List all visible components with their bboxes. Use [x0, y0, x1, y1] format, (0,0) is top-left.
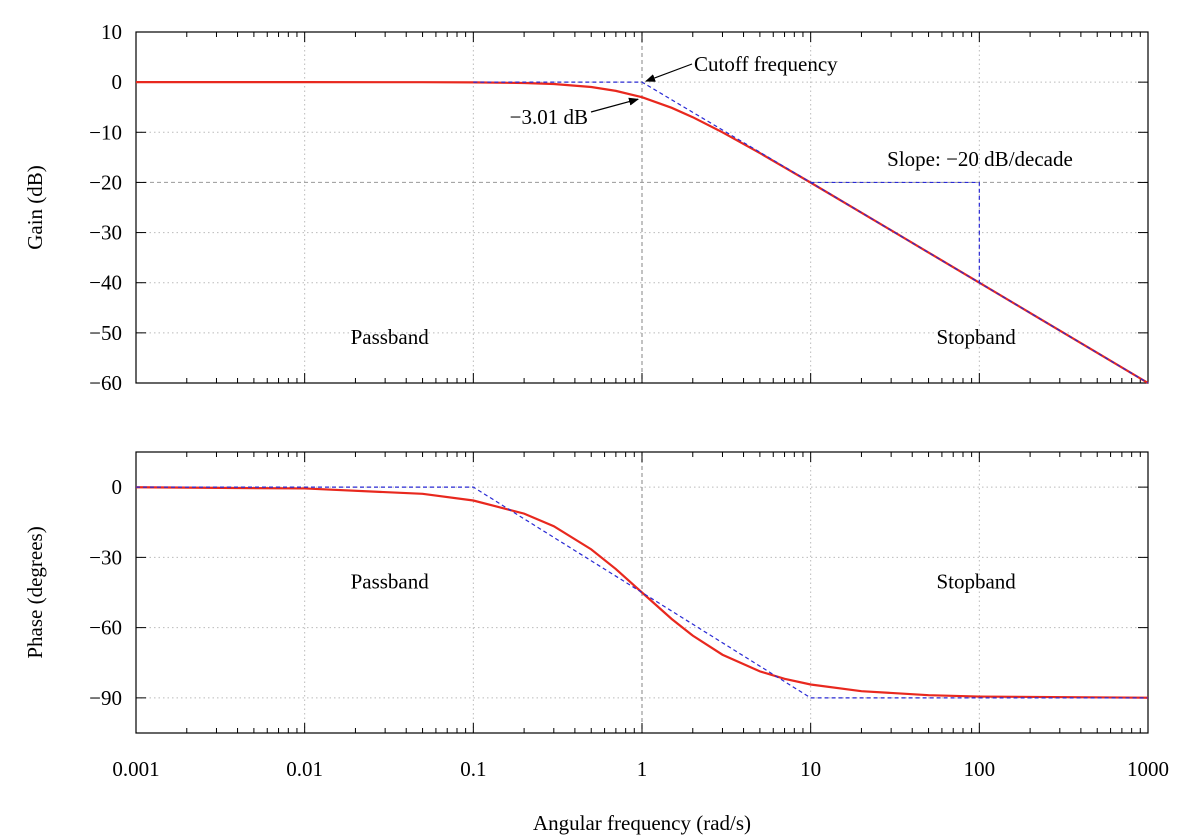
gain-region-label-passband: Passband — [351, 325, 430, 349]
phase-series-phase-response — [135, 486, 1149, 699]
slope-label: Slope: −20 dB/decade — [887, 147, 1073, 171]
cutoff-frequency-label: Cutoff frequency — [694, 52, 838, 76]
x-axis-title: Angular frequency (rad/s) — [533, 811, 751, 835]
gain-y-tick-label: −20 — [89, 170, 122, 194]
x-tick-label: 0.001 — [112, 757, 159, 781]
phase-y-tick-label: 0 — [112, 475, 123, 499]
phase-y-axis-title: Phase (degrees) — [23, 526, 47, 658]
gain-y-tick-label: −10 — [89, 120, 122, 144]
gain-y-tick-label: 0 — [112, 70, 123, 94]
x-tick-label: 1000 — [1127, 757, 1169, 781]
gain-series-asymptote — [473, 81, 1149, 384]
phase-panel: 0 −30 −60 −90 Phase (degrees) Passband Stopban… — [23, 451, 1149, 734]
gain-y-tick-label: −30 — [89, 221, 122, 245]
minus-3db-arrow — [590, 97, 639, 113]
x-tick-label: 0.01 — [286, 757, 323, 781]
phase-y-tick-label: −30 — [89, 545, 122, 569]
minus-3db-label: −3.01 dB — [510, 105, 588, 129]
phase-region-label-stopband: Stopband — [936, 570, 1016, 594]
gain-region-label-stopband: Stopband — [936, 325, 1016, 349]
gain-y-tick-label: −50 — [89, 321, 122, 345]
phase-y-ticks: 0 −30 −60 −90 — [89, 475, 1148, 710]
gain-panel: 10 0 −10 −20 −30 −40 −50 −60 Gain (dB) Passband St… — [23, 20, 1149, 395]
phase-y-tick-label: −90 — [89, 686, 122, 710]
gain-y-tick-label: 10 — [101, 20, 122, 44]
x-tick-label: 100 — [964, 757, 996, 781]
gain-x-ticks — [135, 32, 1149, 383]
gain-y-ticks: 10 0 −10 −20 −30 −40 −50 −60 — [89, 20, 1148, 395]
phase-series-asymptote — [136, 486, 1148, 699]
gain-y-tick-label: −40 — [89, 271, 122, 295]
x-tick-label: 10 — [800, 757, 821, 781]
x-tick-label: 1 — [637, 757, 648, 781]
gain-series-slope-indicator — [810, 181, 980, 283]
phase-x-ticks — [135, 452, 1149, 733]
cutoff-frequency-arrow — [645, 63, 693, 82]
gain-y-tick-label: −60 — [89, 371, 122, 395]
x-tick-label: 0.1 — [460, 757, 486, 781]
gain-y-axis-title: Gain (dB) — [23, 165, 47, 250]
phase-region-label-passband: Passband — [351, 570, 430, 594]
phase-y-tick-label: −60 — [89, 616, 122, 640]
x-tick-labels: 0.001 0.01 0.1 1 10 100 1000 — [112, 757, 1169, 781]
